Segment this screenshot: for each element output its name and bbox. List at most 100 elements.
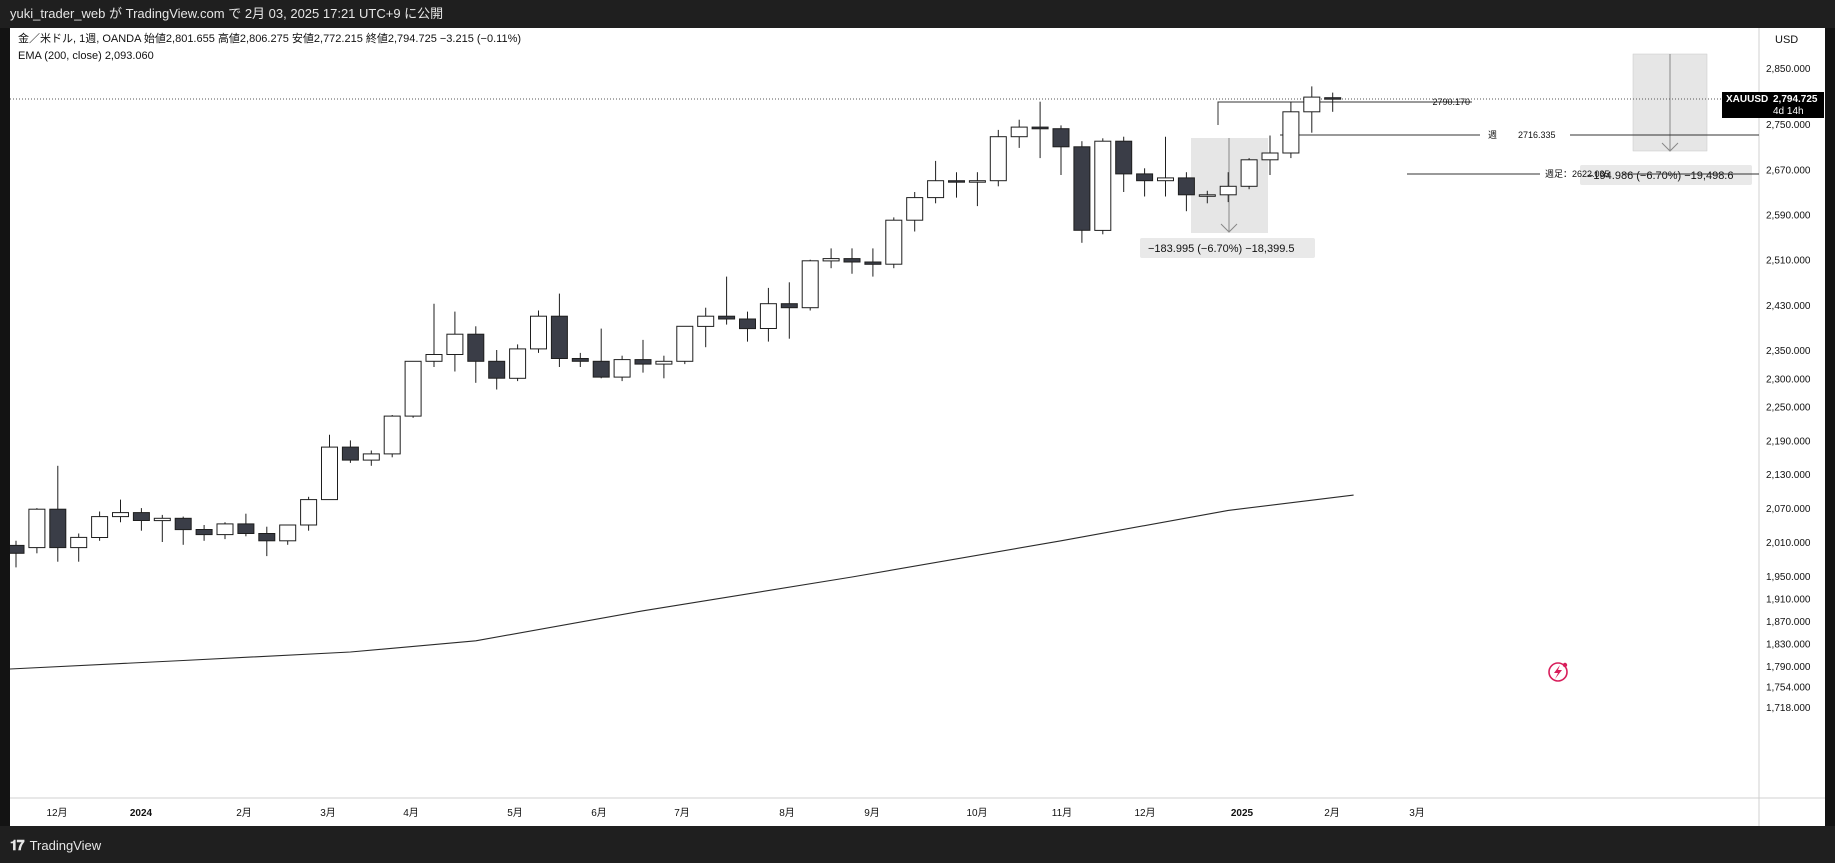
candle-0[interactable] bbox=[7, 540, 25, 568]
candle-body-63 bbox=[1324, 97, 1342, 100]
candle-8[interactable] bbox=[174, 516, 192, 545]
time-tick-10: 10月 bbox=[966, 807, 987, 819]
candle-5[interactable] bbox=[112, 499, 129, 523]
candle-body-20 bbox=[425, 354, 443, 362]
price-tick-16: 2,590.000 bbox=[1766, 211, 1811, 222]
candle-2[interactable] bbox=[49, 465, 67, 562]
footer-bar: 𝟏𝟕 TradingView bbox=[0, 826, 1835, 863]
chart-area[interactable]: 金／米ドル, 1週, OANDA 始値2,801.655 高値2,806.275… bbox=[7, 28, 1825, 826]
candle-10[interactable] bbox=[216, 522, 234, 540]
candle-21[interactable] bbox=[446, 311, 464, 372]
candle-48[interactable] bbox=[1010, 119, 1028, 148]
candle-59[interactable] bbox=[1240, 158, 1258, 190]
candle-19[interactable] bbox=[404, 360, 422, 418]
publish-header: yuki_trader_web が TradingView.com で 2月 0… bbox=[0, 0, 1835, 28]
candle-40[interactable] bbox=[843, 248, 861, 274]
candle-24[interactable] bbox=[509, 344, 527, 382]
time-tick-4: 4月 bbox=[403, 807, 419, 819]
level-2790-line[interactable] bbox=[1217, 101, 1472, 125]
candle-41[interactable] bbox=[864, 248, 882, 277]
candle-body-17 bbox=[362, 453, 380, 461]
time-tick-1: 2024 bbox=[130, 808, 153, 819]
candle-11[interactable] bbox=[237, 513, 255, 537]
candle-6[interactable] bbox=[132, 508, 150, 531]
candle-62[interactable] bbox=[1303, 86, 1321, 133]
candle-14[interactable] bbox=[300, 496, 318, 531]
tradingview-logo[interactable]: 𝟏𝟕 TradingView bbox=[10, 835, 101, 855]
candle-9[interactable] bbox=[195, 525, 213, 541]
candle-32[interactable] bbox=[676, 325, 694, 365]
candle-53[interactable] bbox=[1115, 136, 1133, 192]
candle-63[interactable] bbox=[1324, 92, 1342, 112]
candle-43[interactable] bbox=[906, 192, 924, 232]
level-2716-label: 2716.335 bbox=[1518, 130, 1556, 140]
price-tick-9: 2,130.000 bbox=[1766, 470, 1811, 481]
candle-3[interactable] bbox=[70, 533, 88, 562]
candle-body-39 bbox=[822, 258, 840, 262]
candle-55[interactable] bbox=[1157, 136, 1174, 197]
candle-35[interactable] bbox=[739, 311, 756, 342]
candle-body-11 bbox=[237, 523, 255, 534]
ema-200-line[interactable] bbox=[9, 494, 1354, 670]
candle-38[interactable] bbox=[801, 259, 819, 311]
candle-52[interactable] bbox=[1094, 138, 1112, 235]
candle-body-50 bbox=[1052, 128, 1070, 148]
candle-58[interactable] bbox=[1219, 172, 1237, 203]
candle-body-46 bbox=[968, 180, 986, 183]
candle-body-28 bbox=[592, 360, 610, 378]
candle-42[interactable] bbox=[885, 217, 903, 269]
candle-50[interactable] bbox=[1052, 125, 1070, 175]
candle-15[interactable] bbox=[321, 434, 338, 501]
candle-12[interactable] bbox=[258, 526, 276, 557]
candle-31[interactable] bbox=[655, 355, 673, 379]
candle-56[interactable] bbox=[1177, 172, 1195, 212]
price-tick-0: 1,718.000 bbox=[1766, 703, 1811, 714]
candle-33[interactable] bbox=[697, 307, 715, 348]
candle-44[interactable] bbox=[927, 160, 945, 204]
candle-body-21 bbox=[446, 333, 464, 356]
candle-60[interactable] bbox=[1261, 135, 1279, 176]
ema-legend: EMA (200, close) 2,093.060 bbox=[18, 50, 154, 62]
price-chart[interactable]: 金／米ドル, 1週, OANDA 始値2,801.655 高値2,806.275… bbox=[7, 28, 1825, 826]
candle-61[interactable] bbox=[1282, 101, 1300, 159]
candle-34[interactable] bbox=[718, 276, 736, 325]
candle-47[interactable] bbox=[989, 129, 1007, 187]
candle-7[interactable] bbox=[153, 514, 171, 542]
candle-28[interactable] bbox=[592, 328, 610, 379]
candle-4[interactable] bbox=[91, 511, 109, 541]
candle-39[interactable] bbox=[822, 248, 840, 269]
candle-25[interactable] bbox=[530, 310, 547, 353]
measure-arrow-head-1 bbox=[1220, 223, 1238, 233]
candle-49[interactable] bbox=[1031, 101, 1049, 159]
candle-body-41 bbox=[864, 261, 882, 265]
candle-13[interactable] bbox=[279, 524, 297, 545]
time-tick-0: 12月 bbox=[46, 807, 67, 819]
candle-30[interactable] bbox=[634, 339, 652, 373]
candle-57[interactable] bbox=[1198, 190, 1216, 204]
time-tick-7: 7月 bbox=[674, 807, 690, 819]
candle-54[interactable] bbox=[1136, 168, 1154, 197]
candle-1[interactable] bbox=[28, 508, 46, 554]
candle-body-40 bbox=[843, 258, 861, 263]
candle-51[interactable] bbox=[1073, 141, 1091, 243]
candle-17[interactable] bbox=[362, 450, 380, 466]
candle-46[interactable] bbox=[968, 172, 986, 207]
candle-body-45 bbox=[948, 180, 965, 183]
lightning-icon[interactable] bbox=[1548, 662, 1568, 682]
candle-body-54 bbox=[1136, 173, 1154, 182]
candle-37[interactable] bbox=[780, 282, 798, 339]
candle-23[interactable] bbox=[488, 350, 506, 390]
candle-45[interactable] bbox=[948, 172, 965, 198]
candle-20[interactable] bbox=[425, 303, 443, 367]
candle-16[interactable] bbox=[341, 440, 359, 463]
weekly-label: 週 bbox=[1488, 130, 1497, 140]
candle-36[interactable] bbox=[759, 287, 777, 342]
candle-27[interactable] bbox=[571, 352, 589, 367]
candle-29[interactable] bbox=[613, 355, 631, 382]
candle-22[interactable] bbox=[467, 326, 485, 383]
candle-18[interactable] bbox=[383, 415, 401, 458]
price-tick-15: 2,510.000 bbox=[1766, 256, 1811, 267]
candle-body-52 bbox=[1094, 140, 1112, 231]
candle-26[interactable] bbox=[550, 293, 568, 367]
